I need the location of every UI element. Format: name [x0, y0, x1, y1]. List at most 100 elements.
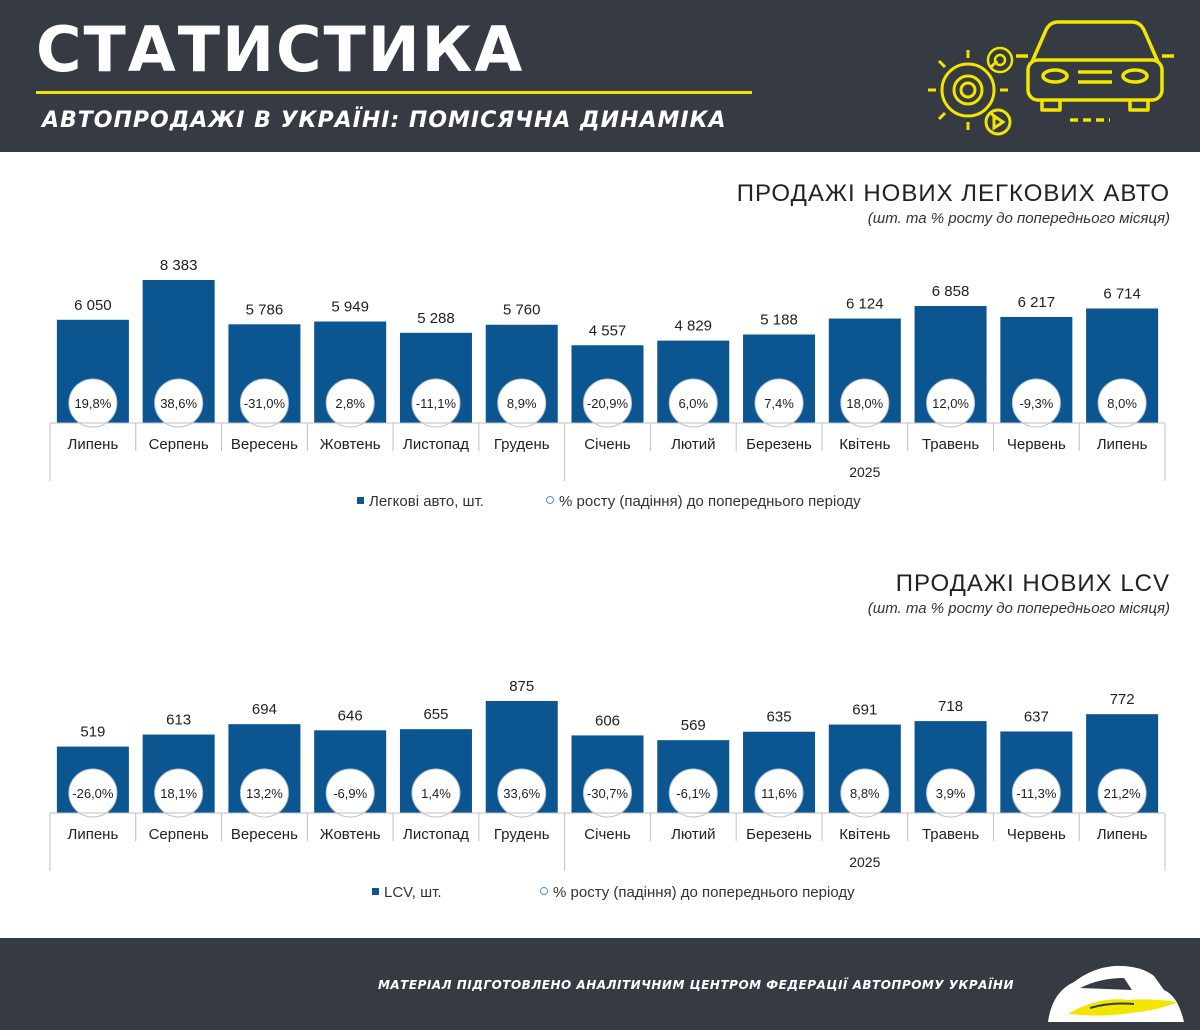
- bar-value-label: 691: [852, 702, 877, 719]
- category-label: Квітень: [839, 826, 890, 843]
- bar-value-label: 4 557: [589, 322, 627, 339]
- growth-marker: [583, 378, 632, 428]
- bar-value-label: 5 760: [503, 302, 541, 319]
- growth-marker: [411, 768, 461, 818]
- growth-label: 7,4%: [764, 396, 794, 411]
- category-label: Травень: [922, 826, 979, 843]
- category-label: Квітень: [839, 436, 890, 453]
- footer-note: МАТЕРІАЛ ПІДГОТОВЛЕНО АНАЛІТИЧНИМ ЦЕНТРО…: [377, 978, 1014, 992]
- bar-value-label: 8 383: [160, 257, 198, 274]
- category-label: Січень: [584, 436, 631, 453]
- category-label: Вересень: [231, 826, 298, 843]
- category-label: Лютий: [671, 826, 715, 843]
- growth-label: 3,9%: [936, 786, 966, 801]
- growth-label: 18,0%: [846, 396, 883, 411]
- category-label: Липень: [67, 436, 118, 453]
- growth-label: 8,9%: [507, 396, 537, 411]
- growth-label: -11,1%: [416, 396, 457, 411]
- category-label: Жовтень: [320, 826, 381, 843]
- growth-marker: [239, 768, 289, 818]
- bar-value-label: 4 829: [674, 318, 712, 335]
- car-icon: [1016, 20, 1174, 122]
- category-label: Липень: [67, 826, 118, 843]
- category-label: Червень: [1007, 436, 1066, 453]
- bar-value-label: 5 786: [246, 301, 284, 318]
- category-label: Лютий: [671, 436, 715, 453]
- header-banner: СТАТИСТИКА АВТОПРОДАЖІ В УКРАЇНІ: ПОМІСЯ…: [0, 0, 1200, 152]
- growth-label: 2,8%: [335, 396, 365, 411]
- legend-item-bars: LCV, шт.: [372, 884, 442, 901]
- growth-label: 33,6%: [503, 786, 540, 801]
- bar-value-label: 6 124: [846, 296, 884, 313]
- bar-value-label: 637: [1024, 708, 1049, 725]
- bar-value-label: 606: [595, 712, 620, 729]
- bar-value-label: 875: [509, 678, 534, 695]
- category-label: Вересень: [231, 436, 298, 453]
- growth-label: 8,0%: [1107, 396, 1137, 411]
- growth-marker: [668, 378, 718, 428]
- growth-marker: [926, 768, 976, 818]
- growth-label: 38,6%: [160, 396, 197, 411]
- bar-value-label: 772: [1110, 691, 1135, 708]
- growth-label: 13,2%: [246, 786, 283, 801]
- growth-label: 1,4%: [421, 786, 451, 801]
- category-label: Червень: [1007, 826, 1066, 843]
- category-label: Липень: [1097, 826, 1148, 843]
- year-group-label: 2025: [849, 464, 880, 480]
- year-group-label: 2025: [849, 854, 880, 870]
- chart-plot: 519 -26,0% Липень 613 18,1% Серпень 694 13,2% Ве…: [49, 678, 1166, 871]
- growth-marker: [754, 378, 804, 428]
- lcv-chart: ПРОДАЖІ НОВИХ LCV (шт. та % росту до поп…: [0, 570, 1200, 910]
- header-illustration: [928, 20, 1174, 136]
- bar-value-label: 613: [166, 712, 191, 729]
- legend-item-bars: Легкові авто, шт.: [357, 493, 484, 510]
- growth-marker: [754, 768, 804, 818]
- chart-plot: 6 050 19,8% Липень 8 383 38,6% Серпень 5 786 -3…: [49, 257, 1166, 481]
- growth-label: 18,1%: [160, 786, 197, 801]
- growth-label: -9,3%: [1019, 396, 1053, 411]
- bar-value-label: 635: [767, 709, 792, 726]
- growth-marker: [325, 378, 375, 428]
- bar-value-label: 5 288: [417, 310, 455, 327]
- growth-label: -6,1%: [676, 786, 710, 801]
- growth-marker: [325, 768, 375, 818]
- growth-label: 12,0%: [932, 396, 969, 411]
- growth-marker: [411, 378, 461, 428]
- legend-circle-icon: [540, 887, 548, 895]
- bar-value-label: 646: [338, 707, 363, 724]
- growth-marker: [68, 378, 118, 428]
- growth-marker: [1011, 378, 1061, 428]
- category-label: Травень: [922, 436, 979, 453]
- category-label: Березень: [746, 826, 812, 843]
- growth-label: -20,9%: [587, 396, 629, 411]
- chart-subtitle: (шт. та % росту до попереднього місяця): [867, 210, 1170, 227]
- bar-value-label: 519: [80, 724, 105, 741]
- chart-legend: Легкові авто, шт. % росту (падіння) до п…: [0, 493, 1200, 513]
- chart-legend: LCV, шт. % росту (падіння) до попередньо…: [0, 884, 1200, 904]
- chart-title: ПРОДАЖІ НОВИХ LCV: [895, 570, 1170, 597]
- growth-marker: [497, 768, 547, 818]
- passenger-cars-chart: ПРОДАЖІ НОВИХ ЛЕГКОВИХ АВТО (шт. та % ро…: [0, 180, 1200, 520]
- category-label: Грудень: [494, 436, 550, 453]
- category-label: Грудень: [494, 826, 550, 843]
- chart-subtitle: (шт. та % росту до попереднього місяця): [867, 600, 1170, 617]
- category-label: Серпень: [149, 436, 209, 453]
- growth-label: -26,0%: [72, 786, 114, 801]
- growth-marker: [583, 768, 632, 818]
- growth-label: -6,9%: [333, 786, 367, 801]
- growth-label: 6,0%: [678, 396, 708, 411]
- gear-small-icon: [986, 46, 1014, 74]
- bar-value-label: 5 188: [760, 312, 798, 329]
- title-underline: [36, 91, 752, 94]
- footer-banner: МАТЕРІАЛ ПІДГОТОВЛЕНО АНАЛІТИЧНИМ ЦЕНТРО…: [0, 938, 1200, 1030]
- legend-item-growth: % росту (падіння) до попереднього період…: [540, 884, 855, 901]
- growth-label: -31,0%: [244, 396, 286, 411]
- growth-label: 19,8%: [74, 396, 111, 411]
- growth-marker: [497, 378, 547, 428]
- category-label: Листопад: [403, 826, 469, 843]
- category-label: Серпень: [149, 826, 209, 843]
- play-icon: [984, 108, 1012, 136]
- chart-title: ПРОДАЖІ НОВИХ ЛЕГКОВИХ АВТО: [736, 180, 1170, 207]
- growth-label: -11,3%: [1016, 786, 1057, 801]
- page-subtitle: АВТОПРОДАЖІ В УКРАЇНІ: ПОМІСЯЧНА ДИНАМІК…: [42, 108, 727, 133]
